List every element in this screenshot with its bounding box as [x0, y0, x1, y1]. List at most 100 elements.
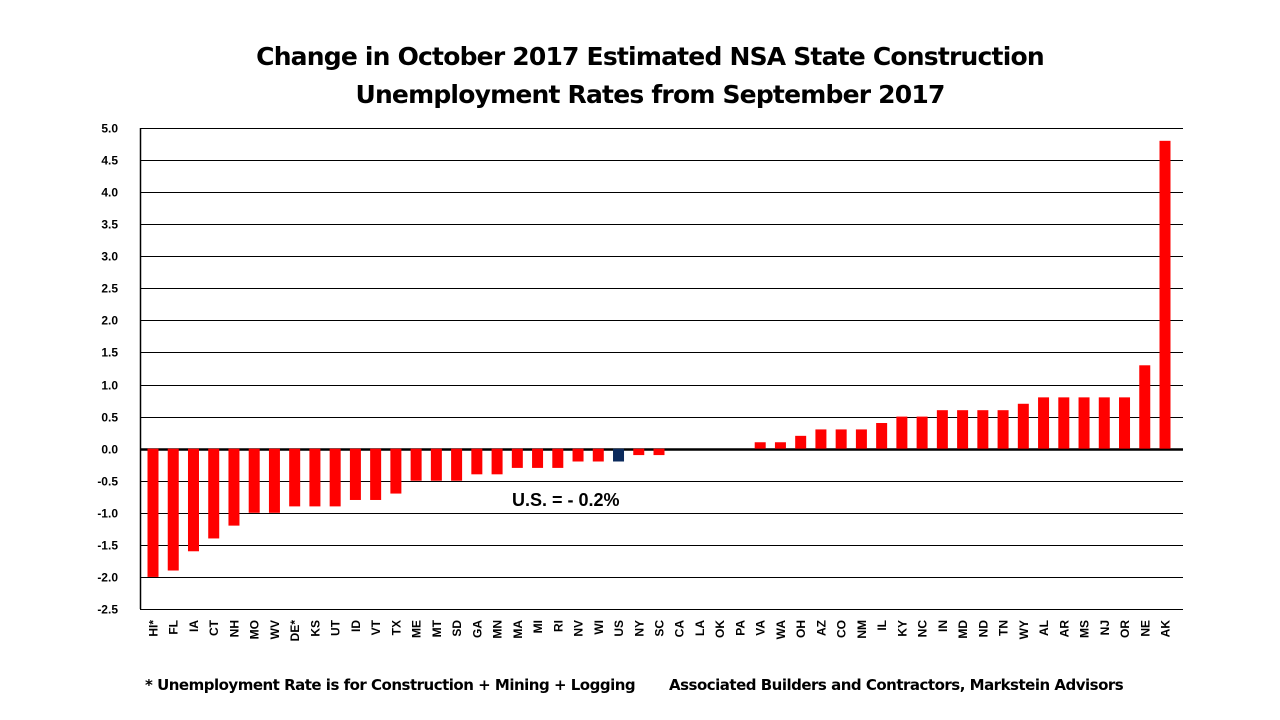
y-tick-label: 3.0 — [101, 250, 118, 264]
bar-ny — [633, 448, 645, 456]
bar-sc — [653, 448, 665, 456]
bar-ms — [1078, 397, 1090, 449]
bar-ut — [329, 448, 341, 507]
bar-wv — [268, 448, 280, 513]
x-tick-label: NM — [855, 620, 869, 639]
x-tick-label: SC — [653, 620, 667, 637]
y-tick-label: 1.0 — [101, 379, 118, 393]
x-tick-label: VT — [369, 619, 383, 635]
chart-title-line-2: Unemployment Rates from September 2017 — [355, 80, 945, 109]
bar-hi — [147, 448, 159, 577]
bar-or — [1119, 397, 1131, 449]
y-tick-label: -2.5 — [97, 603, 118, 617]
x-tick-label: HI* — [147, 620, 161, 637]
x-tick-label: TX — [389, 620, 403, 635]
x-tick-label: NE — [1138, 620, 1152, 637]
bar-nh — [228, 448, 240, 526]
x-tick-label: MO — [248, 620, 262, 639]
bar-nm — [855, 429, 867, 449]
y-tick-label: 2.5 — [101, 282, 118, 296]
bar-us — [613, 448, 625, 462]
x-tick-label: ID — [349, 620, 363, 632]
footnote: * Unemployment Rate is for Construction … — [145, 676, 636, 694]
x-tick-label: MA — [511, 620, 525, 639]
bar-wa — [774, 442, 786, 449]
x-tick-label: OH — [794, 620, 808, 638]
x-tick-label: MS — [1078, 620, 1092, 638]
x-tick-label: OK — [713, 620, 727, 638]
bar-fl — [167, 448, 179, 571]
x-tick-label: MT — [430, 619, 444, 637]
x-tick-label: AK — [1159, 620, 1173, 638]
x-tick-label: SD — [450, 620, 464, 637]
x-tick-label: WA — [774, 620, 788, 640]
x-tick-label: RI — [551, 620, 565, 632]
bar-me — [410, 448, 422, 481]
bar-tx — [390, 448, 402, 494]
bar-wy — [1017, 403, 1029, 449]
x-tick-label: UT — [329, 619, 343, 636]
bar-al — [1038, 397, 1050, 449]
y-tick-label: 0.5 — [101, 411, 118, 425]
x-tick-label: AR — [1057, 620, 1071, 638]
y-tick-label: -0.5 — [97, 475, 118, 489]
x-tick-label: IA — [187, 620, 201, 632]
bar-ne — [1139, 365, 1151, 449]
bar-nc — [916, 416, 928, 449]
x-tick-label: NH — [227, 620, 241, 637]
bar-ga — [471, 448, 483, 475]
bar-id — [349, 448, 361, 500]
x-tick-label: CT — [207, 619, 221, 636]
x-tick-label: US — [612, 620, 626, 637]
x-tick-label: IN — [936, 620, 950, 632]
source-credit: Associated Builders and Contractors, Mar… — [669, 676, 1124, 694]
x-tick-label: NC — [916, 620, 930, 638]
y-tick-label: 1.5 — [101, 346, 118, 360]
x-tick-label: LA — [693, 620, 707, 636]
x-tick-label: PA — [733, 620, 747, 636]
x-tick-label: CA — [673, 620, 687, 638]
bar-nd — [977, 410, 989, 449]
y-tick-label: 5.0 — [101, 122, 118, 136]
x-tick-label: KY — [895, 620, 909, 637]
chart-title: Change in October 2017 Estimated NSA Sta… — [0, 38, 1280, 114]
bar-va — [754, 442, 766, 449]
bar-de — [289, 448, 301, 507]
x-tick-label: ND — [976, 620, 990, 638]
x-tick-label: MD — [956, 620, 970, 639]
bar-ma — [511, 448, 523, 468]
bar-mi — [532, 448, 544, 468]
bar-ar — [1058, 397, 1070, 449]
bar-wi — [592, 448, 604, 462]
bar-il — [876, 423, 888, 449]
x-tick-label: IL — [875, 620, 889, 631]
bar-oh — [795, 435, 807, 449]
x-tick-label: NY — [632, 620, 646, 637]
bar-az — [815, 429, 827, 449]
y-tick-label: -1.5 — [97, 539, 118, 553]
us-annotation: U.S. = - 0.2% — [512, 490, 620, 510]
x-tick-label: ME — [410, 620, 424, 638]
x-tick-label: MN — [491, 620, 505, 639]
x-tick-label: DE* — [288, 620, 302, 642]
bar-ri — [552, 448, 564, 468]
bar-sd — [451, 448, 463, 481]
x-tick-label: WY — [1017, 620, 1031, 639]
x-tick-label: CO — [835, 620, 849, 638]
bar-nv — [572, 448, 584, 462]
bar-ky — [896, 416, 908, 449]
y-tick-label: 3.5 — [101, 218, 118, 232]
y-tick-label: 4.0 — [101, 186, 118, 200]
bar-ct — [208, 448, 220, 539]
y-tick-label: 2.0 — [101, 314, 118, 328]
x-tick-label: FL — [167, 620, 181, 635]
x-tick-label: MI — [531, 620, 545, 633]
x-tick-label: AZ — [814, 620, 828, 636]
y-tick-label: 0.0 — [101, 443, 118, 457]
x-tick-label: OR — [1118, 620, 1132, 638]
bar-in — [936, 410, 948, 449]
x-tick-label: VA — [754, 620, 768, 636]
y-tick-label: -2.0 — [97, 571, 118, 585]
bar-md — [957, 410, 969, 449]
x-tick-label: NJ — [1098, 620, 1112, 635]
